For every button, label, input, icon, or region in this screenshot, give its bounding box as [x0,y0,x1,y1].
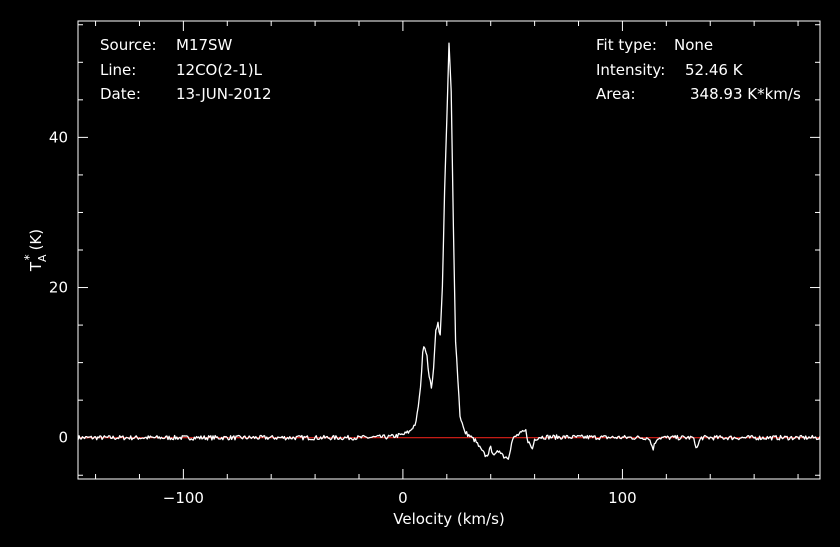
area-value: 348.93 K*km/s [690,85,801,103]
source-label: Source: [100,36,157,54]
fit-type-value: None [674,36,713,54]
y-tick-label: 20 [49,279,68,297]
y-axis-title-sub: A [36,254,49,262]
spectrum-series-line [77,42,821,460]
y-axis-title-unit: (K) [27,229,45,251]
date-value: 13-JUN-2012 [176,85,272,103]
fit-type-label: Fit type: [596,36,657,54]
y-tick-label: 0 [58,429,68,447]
header-left: Source: M17SW Line: 12CO(2-1)L Date: 13-… [100,36,272,103]
line-label: Line: [100,61,136,79]
y-axis-title: TA* (K) [22,229,49,272]
x-tick-label: 0 [398,489,408,507]
source-value: M17SW [176,36,233,54]
date-label: Date: [100,85,141,103]
area-label: Area: [596,85,636,103]
intensity-label: Intensity: [596,61,665,79]
x-tick-label: −100 [163,489,204,507]
intensity-value: 52.46 K [685,61,744,79]
y-axis-title-sup: * [22,254,36,260]
axis-tick-labels: −100 0 100 0 20 40 [49,128,637,507]
header-right: Fit type: None Intensity: 52.46 K Area: … [596,36,801,103]
plot-frame [77,20,821,480]
x-tick-label: 100 [608,489,637,507]
line-value: 12CO(2-1)L [176,61,263,79]
x-axis-title: Velocity (km/s) [393,510,504,528]
y-axis-title-main: T [27,261,45,272]
y-tick-label: 40 [49,128,68,146]
